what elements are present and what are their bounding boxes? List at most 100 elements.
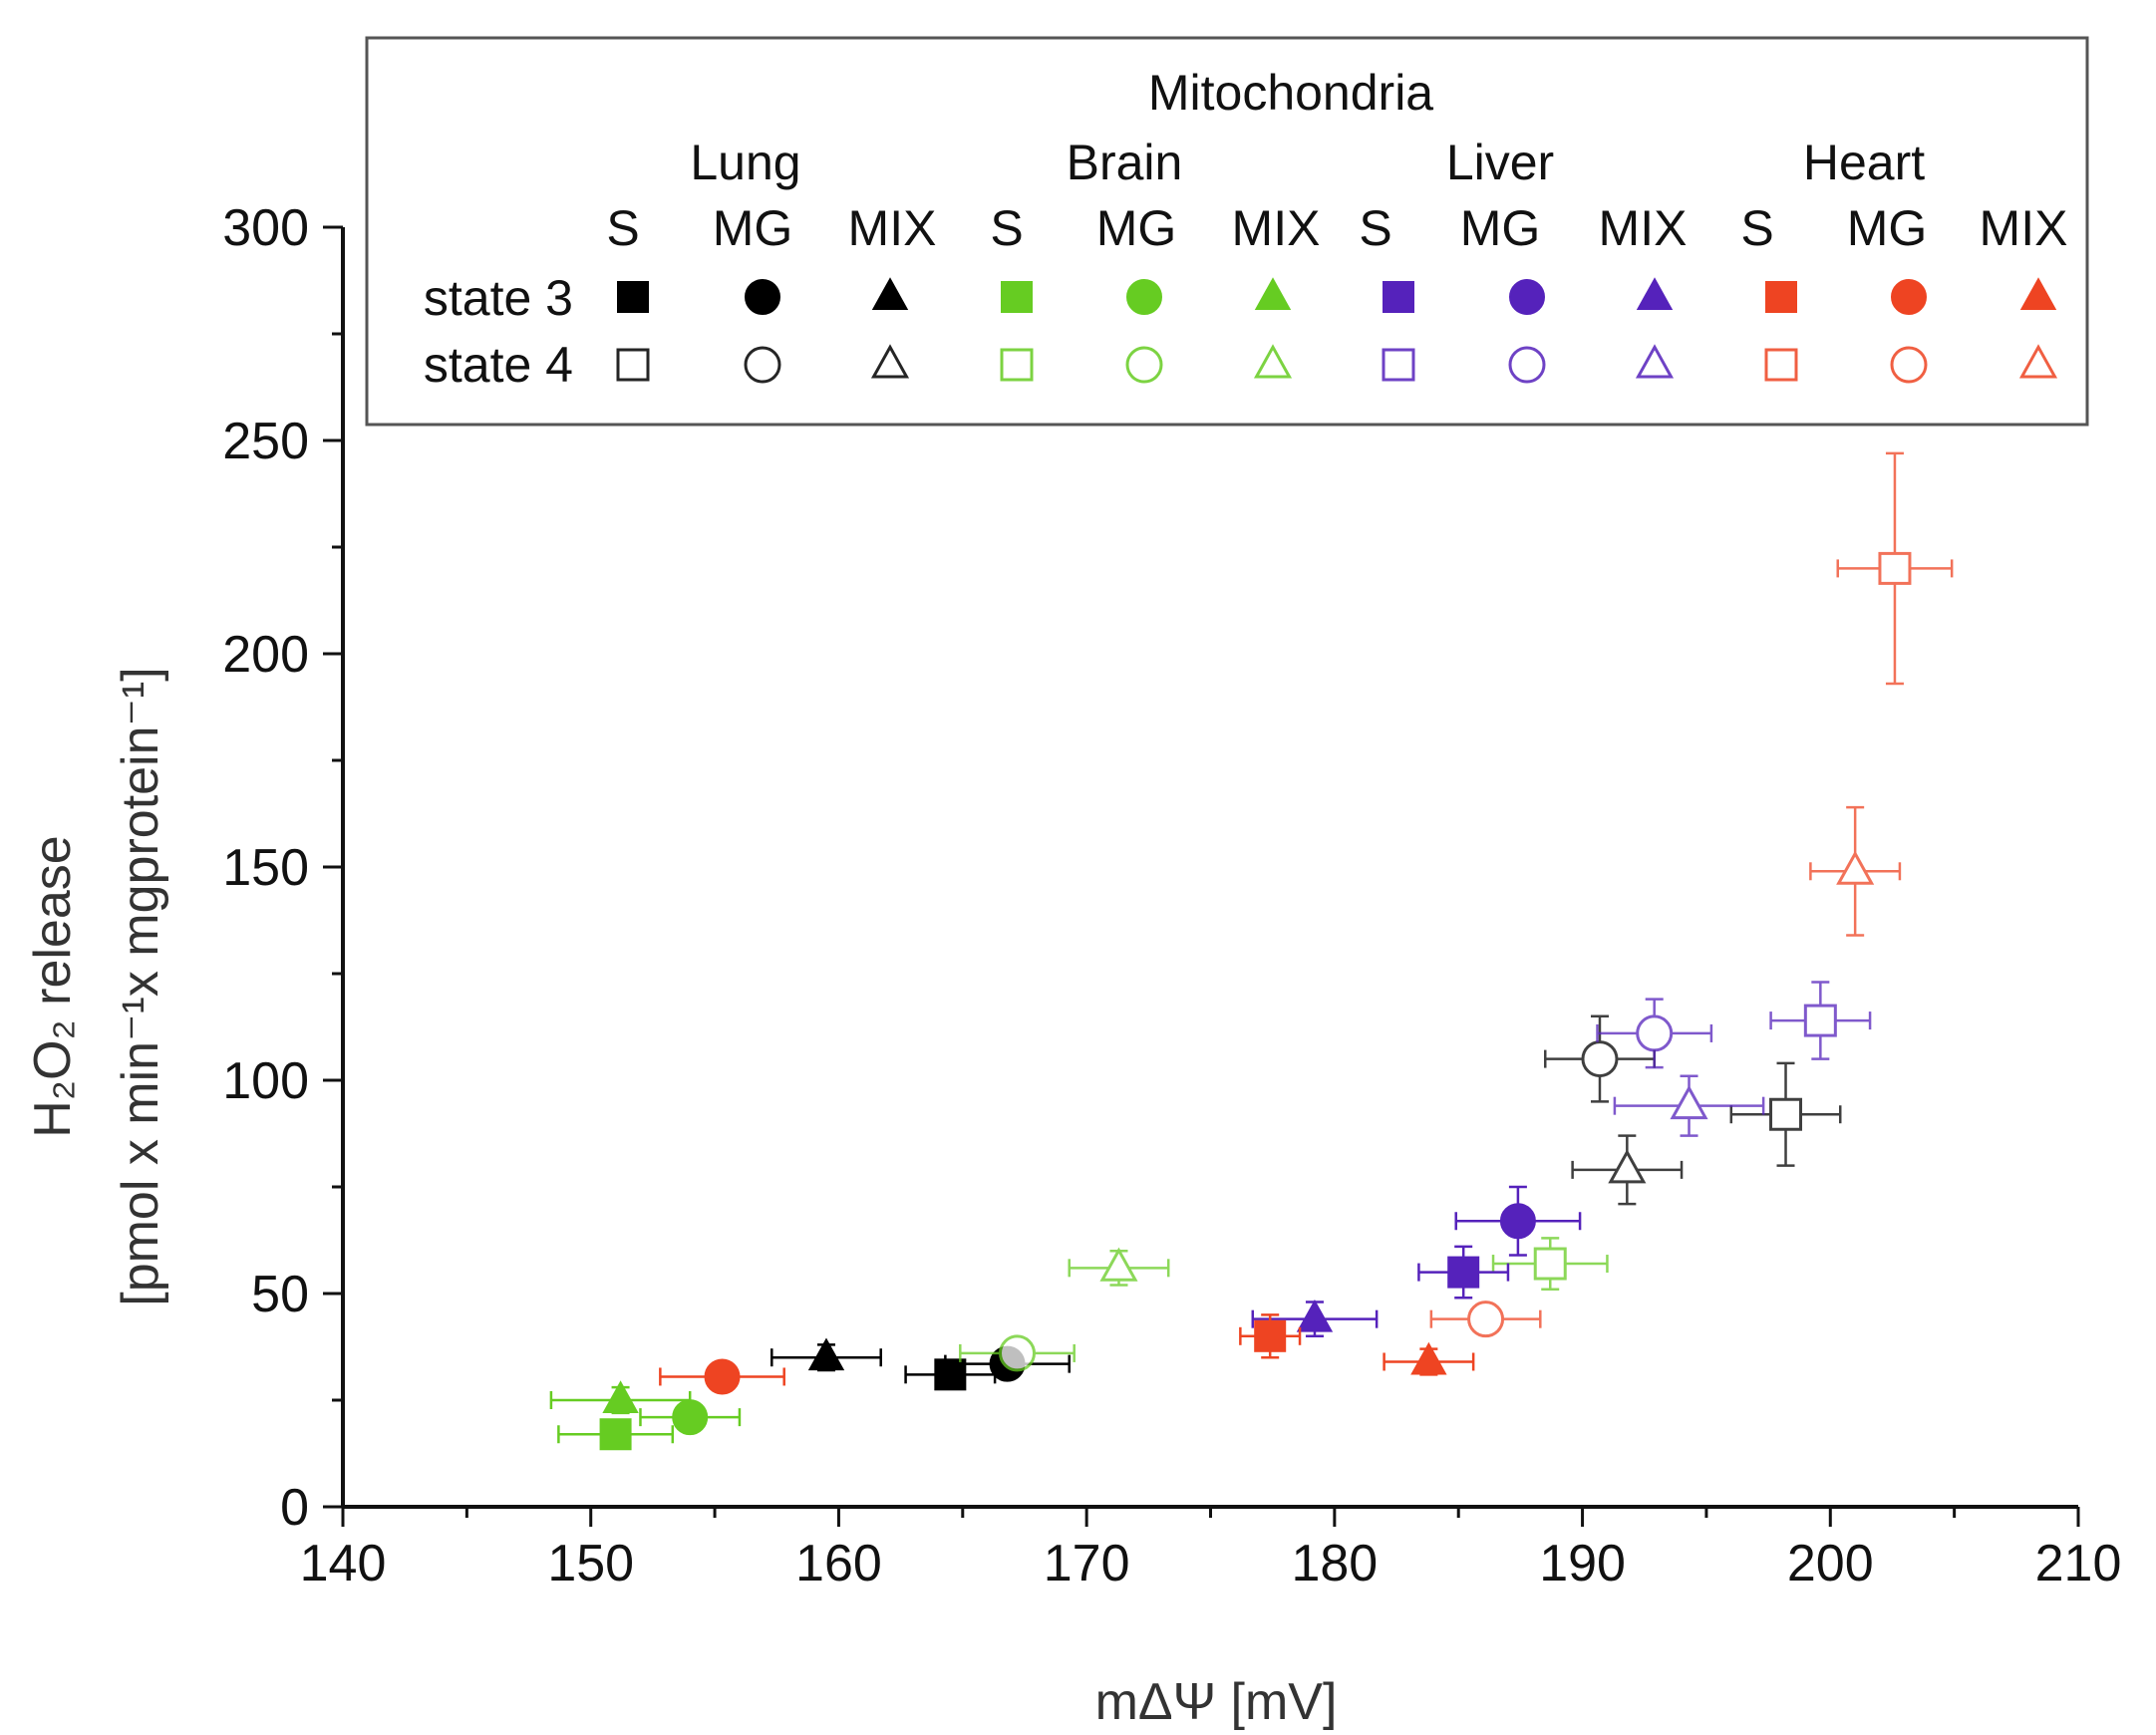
- legend-brain-s: S: [990, 200, 1023, 256]
- legend-state-4-label: state 4: [424, 337, 573, 393]
- legend-marker-shape: [1891, 279, 1927, 315]
- data-point: [1729, 1061, 1842, 1167]
- legend-marker: [1382, 348, 1415, 382]
- legend-marker: [871, 277, 909, 310]
- data-point: [1836, 451, 1954, 686]
- x-tick-label: 180: [1291, 1535, 1378, 1592]
- legend-brain-mg: MG: [1096, 200, 1177, 256]
- x-axis-title: mΔΨ [mV]: [1095, 1673, 1338, 1731]
- data-point: [557, 1418, 675, 1451]
- data-point: [1454, 1185, 1582, 1257]
- legend-marker: [617, 281, 649, 313]
- legend-state-3-label: state 3: [424, 270, 573, 326]
- legend-marker-shape: [1765, 281, 1797, 313]
- y-tick-label: 0: [280, 1479, 309, 1537]
- legend-liver-s: S: [1359, 200, 1391, 256]
- legend-marker: [1890, 346, 1928, 384]
- x-tick-label: 150: [547, 1535, 634, 1592]
- legend-marker: [1509, 279, 1545, 315]
- data-marker: [1878, 551, 1912, 585]
- data-marker: [1296, 1299, 1334, 1332]
- legend-marker-shape: [1126, 279, 1162, 315]
- x-tick-label: 170: [1044, 1535, 1130, 1592]
- legend-marker-shape: [1125, 346, 1163, 384]
- legend-marker: [1383, 281, 1414, 313]
- x-tick-label: 160: [795, 1535, 882, 1592]
- legend-tissue-lung: Lung: [690, 135, 800, 190]
- data-marker: [1254, 1319, 1287, 1352]
- legend-marker-shape: [616, 348, 650, 382]
- legend-marker: [1765, 281, 1797, 313]
- data-point: [1544, 1014, 1656, 1103]
- legend-heart-mg: MG: [1847, 200, 1928, 256]
- legend-marker: [870, 344, 910, 379]
- legend-lung-mg: MG: [713, 200, 793, 256]
- x-tick-label: 200: [1787, 1535, 1874, 1592]
- data-point: [1251, 1299, 1379, 1338]
- data-point: [1491, 1237, 1609, 1291]
- y-tick-label: 150: [222, 839, 309, 897]
- axes-layer: 140 150 160 170 180 190 200 210 0 50 100 150 200 250 3…: [222, 199, 2121, 1592]
- data-marker: [602, 1380, 639, 1413]
- legend-marker-shape: [870, 344, 910, 379]
- data-marker: [1447, 1256, 1480, 1289]
- legend-heart-mix: MIX: [1980, 200, 2068, 256]
- data-marker: [1608, 1149, 1647, 1184]
- legend-marker: [1635, 344, 1675, 379]
- data-point: [1613, 1074, 1765, 1137]
- data-point: [1417, 1245, 1510, 1300]
- legend-marker-shape: [871, 277, 909, 310]
- y-tick-label: 300: [222, 199, 309, 257]
- legend-marker-shape: [1764, 348, 1798, 382]
- legend-marker-shape: [617, 281, 649, 313]
- data-point: [659, 1358, 785, 1395]
- legend-marker: [745, 279, 780, 315]
- legend-marker: [1636, 277, 1674, 310]
- data-point: [1809, 805, 1902, 937]
- y-tick-label: 250: [222, 413, 309, 470]
- legend-marker-shape: [1383, 281, 1414, 313]
- data-marker: [1410, 1341, 1447, 1375]
- legend-substrate-headers: S MG MIX S MG MIX S MG MIX S MG MIX: [606, 200, 2067, 256]
- legend-marker-shape: [1382, 348, 1415, 382]
- legend-frame: [365, 36, 2089, 427]
- legend-brain-mix: MIX: [1232, 200, 1321, 256]
- legend-marker-shape: [1000, 348, 1034, 382]
- legend-marker: [2018, 344, 2058, 379]
- legend-heart-s: S: [1740, 200, 1773, 256]
- legend: Mitochondria Lung Brain Liver Heart S MG…: [365, 36, 2089, 427]
- data-point: [1383, 1341, 1475, 1376]
- data-marker: [704, 1358, 741, 1395]
- data-point: [1239, 1313, 1302, 1359]
- data-marker: [1636, 1014, 1674, 1052]
- data-marker: [1499, 1203, 1536, 1240]
- data-marker: [1533, 1247, 1567, 1281]
- data-point: [1068, 1247, 1170, 1287]
- data-point: [770, 1337, 882, 1372]
- legend-markers: [616, 277, 2058, 384]
- legend-tissue-brain: Brain: [1067, 135, 1183, 190]
- y-tick-label: 50: [251, 1266, 309, 1323]
- x-tick-label: 140: [300, 1535, 387, 1592]
- legend-marker-shape: [2018, 344, 2058, 379]
- data-marker: [1581, 1040, 1619, 1078]
- x-tick-label: 190: [1539, 1535, 1626, 1592]
- legend-marker: [1764, 348, 1798, 382]
- data-point: [549, 1380, 692, 1415]
- y-axis-title-line2: [pmol x min⁻¹x mgprotein⁻¹]: [112, 667, 169, 1306]
- legend-marker-shape: [1001, 281, 1033, 313]
- legend-title: Mitochondria: [1148, 65, 1433, 121]
- data-point: [1429, 1301, 1542, 1338]
- data-point: [1571, 1134, 1684, 1206]
- legend-liver-mix: MIX: [1599, 200, 1688, 256]
- legend-marker-shape: [1636, 277, 1674, 310]
- data-marker: [1803, 1004, 1837, 1037]
- data-point: [1769, 981, 1872, 1060]
- legend-marker: [1001, 281, 1033, 313]
- legend-lung-s: S: [606, 200, 639, 256]
- y-tick-label: 200: [222, 626, 309, 684]
- legend-marker: [1253, 344, 1293, 379]
- legend-marker-shape: [745, 279, 780, 315]
- data-point: [1596, 998, 1713, 1069]
